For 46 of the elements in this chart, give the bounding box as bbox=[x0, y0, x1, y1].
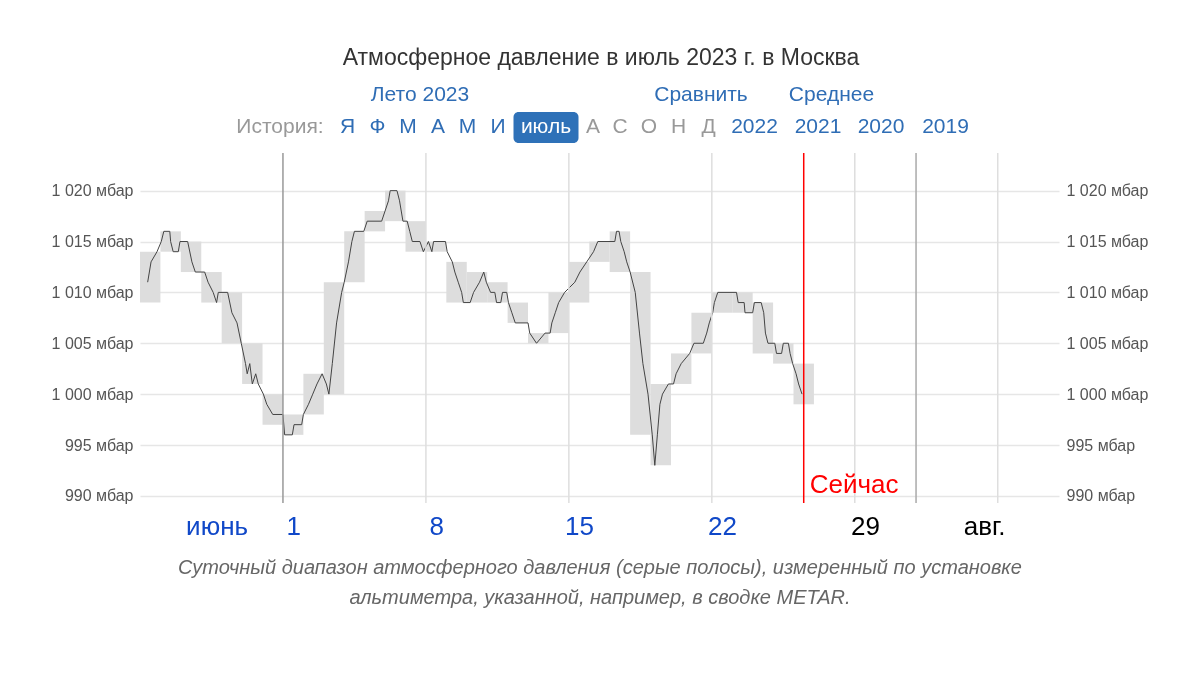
y2-tick-label: 1 015 мбар bbox=[1066, 233, 1149, 251]
x-tick-label: 1 bbox=[286, 510, 301, 541]
text: М bbox=[458, 114, 477, 137]
text: Я bbox=[339, 114, 356, 137]
text: Лето 2023 bbox=[370, 81, 470, 105]
text: Суточный диапазон атмосферного давления (серые полосы), измеренный по установке альтиметра, указанной, например, в сводке METAR. bbox=[178, 556, 1022, 608]
y-tick-label: 1 000 мбар bbox=[51, 385, 134, 403]
text: Д bbox=[701, 114, 716, 137]
line-series bbox=[147, 190, 803, 466]
text: 2022 bbox=[731, 114, 778, 137]
text: История: bbox=[236, 114, 324, 137]
text: Сравнить bbox=[654, 81, 748, 105]
bar bbox=[670, 353, 692, 384]
text: А bbox=[430, 114, 446, 137]
y2-tick-label: 1 005 мбар bbox=[1066, 334, 1149, 352]
text: Ф bbox=[369, 114, 386, 137]
y-tick-label: 1 015 мбар bbox=[51, 233, 134, 251]
y2-tick-label: 1 000 мбар bbox=[1066, 385, 1149, 403]
text: И bbox=[490, 114, 506, 137]
y-tick-label: 990 мбар bbox=[64, 487, 134, 505]
text: О bbox=[640, 114, 658, 137]
text: 2019 bbox=[922, 114, 969, 137]
y2-tick-label: 1 020 мбар bbox=[1066, 182, 1149, 200]
text: С bbox=[612, 114, 628, 137]
x-tick-label: 15 bbox=[565, 510, 595, 541]
y-tick-label: 1 005 мбар bbox=[51, 334, 134, 352]
text: М bbox=[399, 114, 417, 137]
chart-title: Атмосферное давление в июль 2023 г. в Москва bbox=[342, 44, 860, 70]
ref-line-label: Сейчас bbox=[809, 469, 899, 499]
x-tick-label: 8 bbox=[429, 510, 444, 541]
y-tick-label: 1 010 мбар bbox=[51, 283, 134, 301]
y2-tick-label: 990 мбар bbox=[1066, 487, 1136, 505]
x-tick-label: 22 bbox=[708, 510, 737, 541]
y2-tick-label: 995 мбар bbox=[1066, 436, 1136, 454]
y2-tick-label: 1 010 мбар bbox=[1066, 283, 1149, 301]
y-tick-label: 995 мбар bbox=[64, 436, 134, 454]
text: июль bbox=[520, 114, 572, 137]
text: 2021 bbox=[794, 114, 842, 137]
x-tick-label: 29 bbox=[851, 510, 880, 541]
x-tick-label: авг. bbox=[963, 510, 1006, 541]
x-tick-label: июнь bbox=[186, 510, 249, 541]
text: Н bbox=[670, 114, 687, 137]
y-tick-label: 1 020 мбар bbox=[51, 182, 134, 200]
text: А bbox=[585, 114, 601, 137]
text: 2020 bbox=[857, 114, 905, 137]
text: Среднее bbox=[788, 81, 875, 105]
